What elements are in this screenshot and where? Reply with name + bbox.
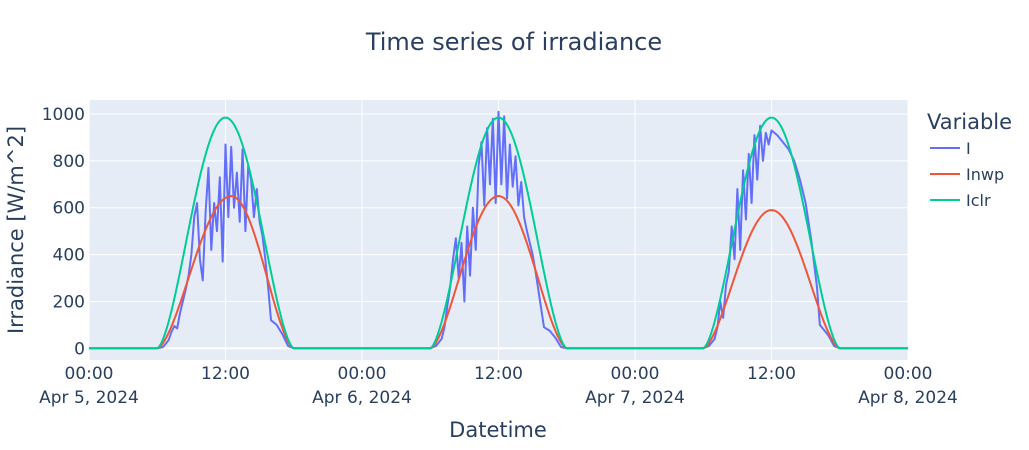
legend-item-inwp: Inwp xyxy=(966,165,1004,184)
y-axis-title: Irradiance [W/m^2] xyxy=(4,126,28,334)
x-tick-time-label: 00:00 xyxy=(611,364,660,384)
x-tick-date-label: Apr 8, 2024 xyxy=(858,388,958,408)
x-tick-date-label: Apr 7, 2024 xyxy=(585,388,685,408)
x-tick-date-label: Apr 6, 2024 xyxy=(312,388,412,408)
x-tick-time-label: 00:00 xyxy=(884,364,933,384)
y-tick-label: 0 xyxy=(74,339,85,359)
legend: Variable I Inwp Iclr xyxy=(927,110,1012,210)
series-line-inwp xyxy=(89,195,908,350)
y-tick-label: 400 xyxy=(53,246,85,266)
series-lines xyxy=(89,110,908,350)
series-line-iclr xyxy=(89,116,908,350)
x-tick-time-label: 00:00 xyxy=(65,364,114,384)
y-tick-label: 600 xyxy=(53,199,85,219)
x-axis-title: Datetime xyxy=(449,418,547,442)
x-tick-time-label: 12:00 xyxy=(747,364,796,384)
grid xyxy=(88,100,909,360)
legend-item-i: I xyxy=(966,139,971,158)
x-tick-time-label: 12:00 xyxy=(474,364,523,384)
x-tick-time-label: 00:00 xyxy=(338,364,387,384)
y-tick-label: 800 xyxy=(53,152,85,172)
x-tick-time-label: 12:00 xyxy=(201,364,250,384)
x-axis-ticks: 00:00 Apr 5, 2024 12:00 00:00 Apr 6, 2024 12:… xyxy=(39,364,958,408)
chart-title: Time series of irradiance xyxy=(365,28,662,56)
y-tick-label: 1000 xyxy=(42,105,85,125)
y-axis-ticks: 0 200 400 600 800 1000 xyxy=(42,105,85,359)
legend-item-iclr: Iclr xyxy=(966,191,991,210)
x-tick-date-label: Apr 5, 2024 xyxy=(39,388,139,408)
legend-title: Variable xyxy=(927,110,1012,134)
y-tick-label: 200 xyxy=(53,292,85,312)
